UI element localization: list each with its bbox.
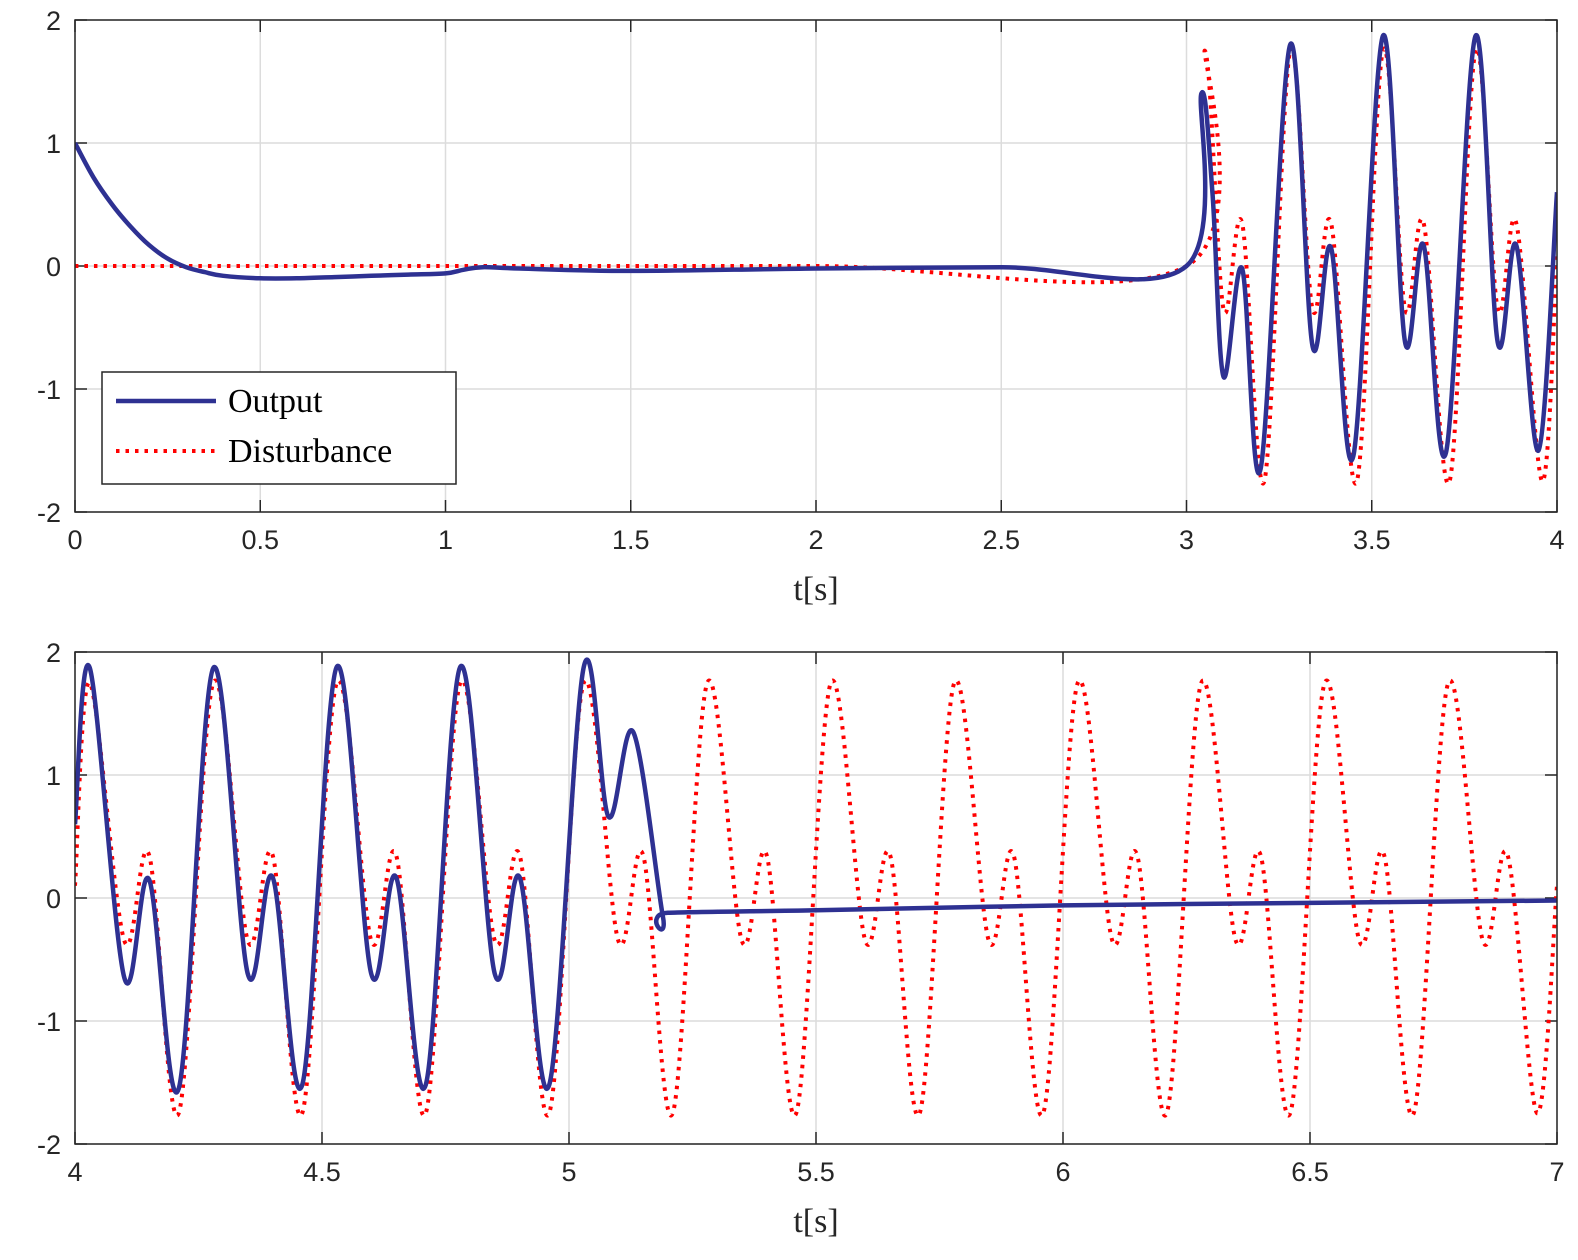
x-tick-label: 3	[1179, 525, 1194, 555]
x-tick-label: 0.5	[241, 525, 279, 555]
y-tick-label: 1	[46, 761, 61, 791]
x-tick-label: 3.5	[1353, 525, 1391, 555]
x-axis-label: t[s]	[793, 571, 838, 608]
y-tick-label: 1	[46, 129, 61, 159]
x-tick-label: 2.5	[982, 525, 1020, 555]
x-tick-label: 4	[67, 1157, 82, 1187]
x-tick-label: 1	[438, 525, 453, 555]
axes-frame	[74, 19, 1558, 513]
bottom-plot: 4 4.5 5 5.5 6 6.5 7 -2 -1 0 1 2 t[s]	[37, 638, 1565, 1240]
x-tick-label: 6.5	[1291, 1157, 1329, 1187]
top-plot: 0 0.5 1 1.5 2 2.5 3 3.5 4 -2 -1 0 1 2 t[s] Output Distur…	[37, 6, 1565, 608]
x-tick-label: 5	[561, 1157, 576, 1187]
x-tick-label: 1.5	[612, 525, 650, 555]
legend-label: Output	[228, 383, 323, 420]
x-axis-label: t[s]	[793, 1203, 838, 1240]
x-tick-label: 4	[1549, 525, 1564, 555]
y-tick-label: -2	[37, 1130, 61, 1160]
output-series-line	[75, 657, 1557, 1095]
x-tick-label: 2	[808, 525, 823, 555]
x-tick-label: 4.5	[303, 1157, 341, 1187]
x-tick-label: 6	[1055, 1157, 1070, 1187]
axes-frame	[74, 651, 1558, 1145]
legend: Output Disturbance	[101, 371, 457, 485]
legend-box	[101, 371, 457, 485]
y-tick-label: 2	[46, 6, 61, 36]
y-tick-label: -2	[37, 498, 61, 528]
y-tick-label: 0	[46, 252, 61, 282]
legend-label: Disturbance	[228, 433, 392, 470]
y-tick-label: 0	[46, 884, 61, 914]
y-tick-label: -1	[37, 1007, 61, 1037]
y-tick-label: 2	[46, 638, 61, 668]
x-tick-label: 5.5	[797, 1157, 835, 1187]
output-series-line	[75, 33, 1557, 476]
y-tick-label: -1	[37, 375, 61, 405]
x-tick-label: 0	[67, 525, 82, 555]
x-tick-label: 7	[1549, 1157, 1564, 1187]
